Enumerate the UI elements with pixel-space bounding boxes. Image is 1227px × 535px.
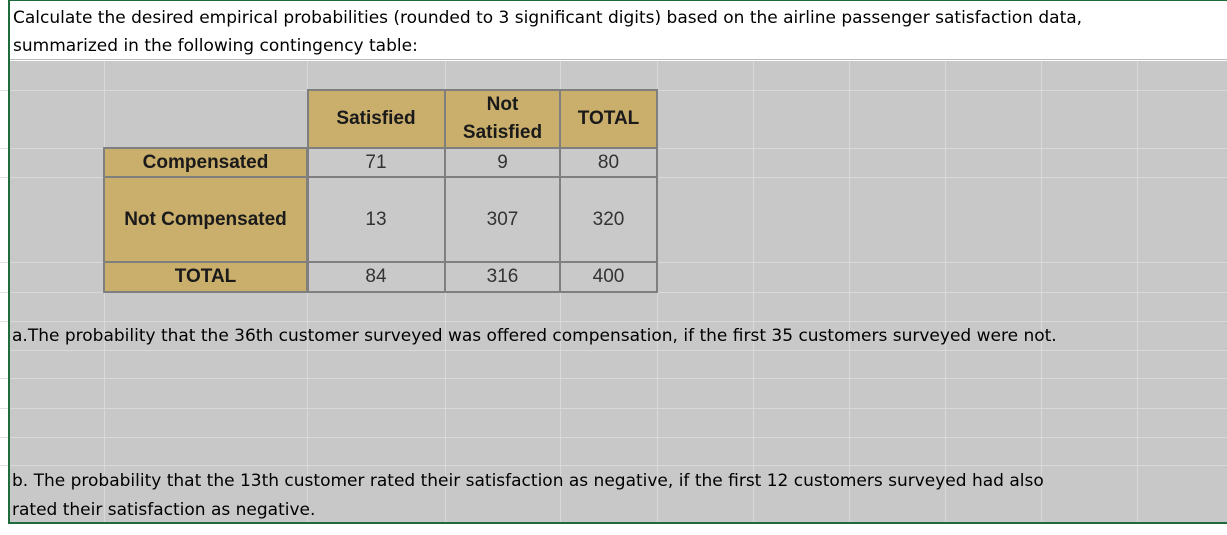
gridline (0, 148, 8, 149)
gridline (8, 292, 1227, 293)
gridline (1041, 61, 1042, 522)
cell-value: 13 (365, 208, 387, 230)
table-cell[interactable]: 400 (560, 262, 657, 292)
cell-value: 80 (597, 151, 620, 173)
col-header-satisfied-label: Satisfied (336, 108, 416, 129)
question-b-line-2: rated their satisfaction as negative. (12, 500, 316, 520)
gridline (1137, 61, 1138, 522)
gridline (8, 437, 1227, 438)
gridline (8, 465, 1227, 466)
gridline (0, 437, 8, 438)
gridline (8, 321, 1227, 322)
gridline (0, 408, 8, 409)
instructions-cell[interactable]: Calculate the desired empirical probabil… (8, 0, 1227, 60)
col-header-satisfied[interactable]: Satisfied (307, 90, 445, 148)
question-b[interactable]: b. The probability that the 13th custome… (12, 467, 1044, 525)
question-a[interactable]: a.The probability that the 36th customer… (12, 322, 1057, 351)
table-border (444, 89, 446, 293)
table-border (559, 89, 561, 293)
row-header-total[interactable]: TOTAL (104, 262, 307, 292)
instructions-line-2: summarized in the following contingency … (13, 36, 418, 56)
question-a-text: a.The probability that the 36th customer… (12, 326, 1057, 346)
table-cell[interactable]: 80 (560, 148, 657, 177)
row-label: Not Compensated (124, 208, 287, 230)
gridline (0, 321, 8, 322)
table-cell[interactable]: 13 (307, 177, 445, 262)
cell-value: 84 (365, 266, 387, 287)
cell-value: 307 (486, 208, 519, 230)
gridline (0, 262, 8, 263)
gridline (0, 292, 8, 293)
cell-value: 320 (592, 208, 625, 230)
row-header-not-compensated[interactable]: Not Compensated (104, 177, 307, 262)
gridline (8, 408, 1227, 409)
gridline (849, 61, 850, 522)
gridline (945, 61, 946, 522)
col-header-total-label: TOTAL (577, 108, 640, 129)
row-label: Compensated (142, 151, 269, 173)
col-header-not-label: Not (486, 94, 519, 115)
row-label: TOTAL (174, 266, 237, 287)
gridline (753, 61, 754, 522)
question-b-line-1: b. The probability that the 13th custome… (12, 471, 1044, 491)
cell-value: 9 (497, 151, 508, 173)
cell-value: 71 (365, 151, 387, 173)
instructions-line-1: Calculate the desired empirical probabil… (13, 8, 1083, 28)
col-header-satisfied2-label: Satisfied (462, 122, 543, 143)
table-border (103, 176, 658, 178)
table-cell[interactable]: 84 (307, 262, 445, 292)
table-border (103, 147, 658, 149)
gridline (0, 177, 8, 178)
row-header-compensated[interactable]: Compensated (104, 148, 307, 177)
table-cell[interactable]: 9 (445, 148, 560, 177)
table-cell[interactable]: 320 (560, 177, 657, 262)
gridline (0, 378, 8, 379)
gridline (0, 90, 8, 91)
col-header-total[interactable]: TOTAL (560, 90, 657, 148)
gridline (8, 350, 1227, 351)
table-cell[interactable]: 71 (307, 148, 445, 177)
gridline (0, 465, 8, 466)
table-cell[interactable]: 316 (445, 262, 560, 292)
gridline (8, 378, 1227, 379)
cell-value: 316 (486, 266, 519, 287)
table-cell[interactable]: 307 (445, 177, 560, 262)
col-header-not-satisfied[interactable]: Not Satisfied (445, 90, 560, 148)
cell-value: 400 (592, 266, 625, 287)
table-border (103, 261, 658, 263)
